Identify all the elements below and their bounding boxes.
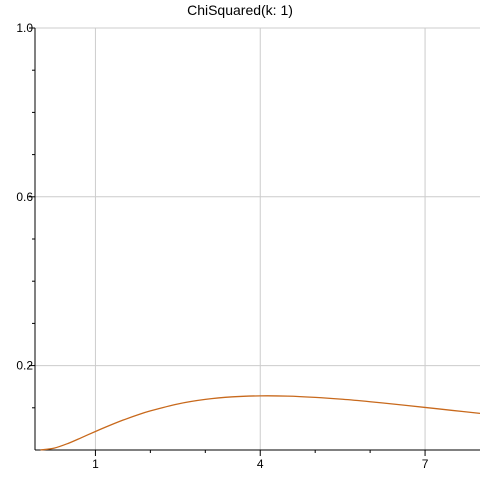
x-tick-label: 7: [422, 457, 429, 471]
grid-lines: [35, 28, 480, 450]
x-tick-label: 1: [92, 457, 99, 471]
axes: [29, 28, 480, 456]
x-tick-label: 4: [257, 457, 264, 471]
y-tick-label: 1.0: [16, 21, 33, 35]
y-tick-label: 0.6: [16, 190, 33, 204]
chart-title: ChiSquared(k: 1): [187, 2, 293, 18]
y-tick-label: 0.2: [16, 359, 33, 373]
tick-labels: 0.2 0.6 1.0 1 4 7: [16, 21, 428, 471]
